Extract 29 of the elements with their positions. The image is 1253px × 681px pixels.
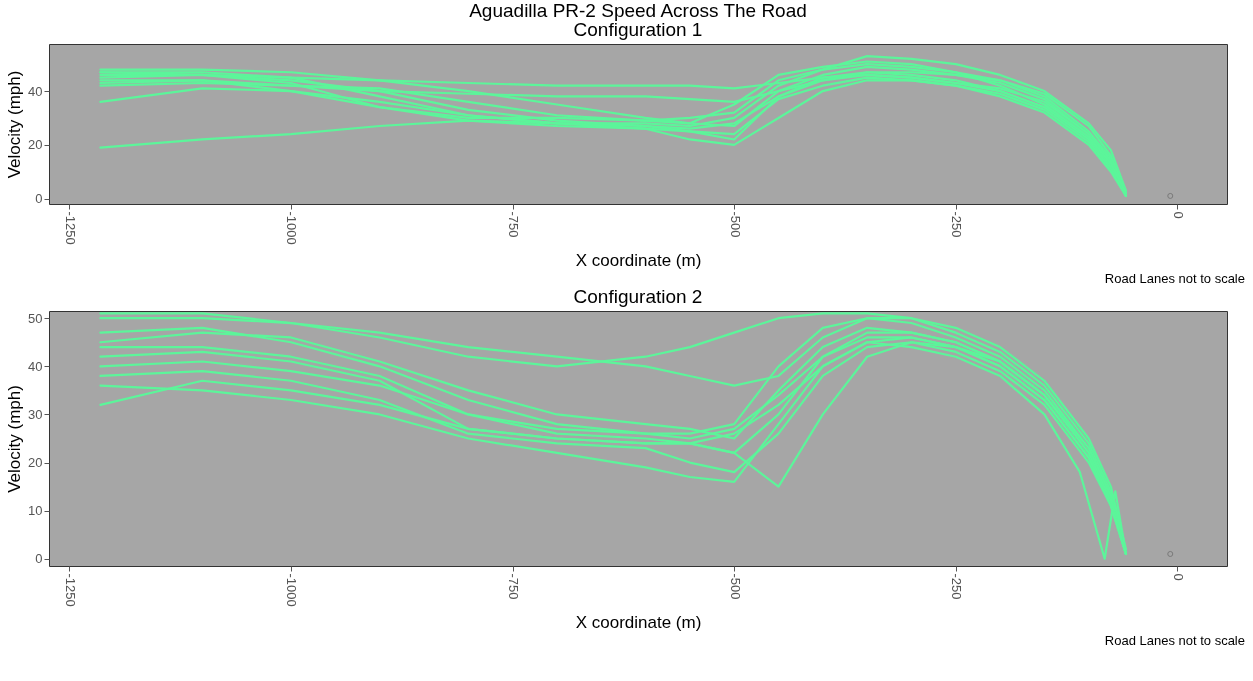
x-tick-label: -1000 (284, 211, 300, 245)
x-tick-label: -1000 (284, 573, 300, 607)
x-axis-title: X coordinate (m) (575, 612, 702, 632)
x-axis-title: X coordinate (m) (575, 250, 702, 270)
y-tick-label: 0 (35, 191, 43, 207)
chart-title: Aguadilla PR-2 Speed Across The Road (469, 0, 807, 21)
text: Road Lanes not to scale (1103, 271, 1245, 286)
x-tick-label: -750 (506, 573, 522, 600)
text: Road Lanes not to scale (1103, 633, 1245, 648)
x-tick-label: -500 (727, 573, 743, 600)
x-tick-label: -250 (949, 573, 965, 600)
x-tick-label: 0 (1170, 211, 1186, 219)
y-tick-label: 30 (28, 406, 43, 422)
y-tick-label: 40 (28, 83, 43, 99)
x-tick-label: 0 (1170, 573, 1186, 581)
x-tick-label: -500 (727, 211, 743, 238)
y-tick-label: 20 (28, 455, 43, 471)
y-tick-label: 20 (28, 137, 43, 153)
y-tick-label: 40 (28, 358, 43, 374)
x-tick-label: -1250 (62, 211, 78, 245)
y-axis-title: Velocity (mph) (5, 385, 25, 493)
y-axis-title: Velocity (mph) (5, 70, 25, 179)
y-tick-label: 50 (28, 310, 43, 326)
y-tick-label: 10 (28, 503, 43, 519)
y-tick-label: 0 (35, 551, 43, 567)
chart-title: Configuration 2 (573, 286, 703, 307)
x-tick-label: -250 (949, 211, 965, 238)
x-tick-label: -1250 (62, 573, 78, 607)
x-tick-label: -750 (506, 211, 522, 238)
